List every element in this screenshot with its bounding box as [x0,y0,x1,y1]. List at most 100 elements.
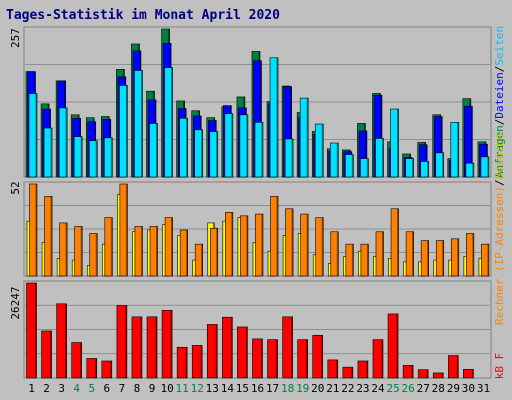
bar-seiten-day-4-fill [74,136,83,177]
bar-kbf-day-30 [463,369,474,379]
bar-seiten-day-6-fill [104,137,113,177]
bar-kbf-day-3-fill [56,303,67,378]
bar-seiten-day-20 [314,123,324,178]
bar-kbf-day-7-fill [116,305,127,378]
x-label-day-22: 22 [341,382,354,395]
bar-rechner-day-11 [179,229,188,277]
bar-kbf-day-5-outline [86,358,98,379]
bar-rechner-day-30-outline [466,233,475,277]
bar-kbf-day-25 [387,313,399,379]
bar-rechner-day-13-fill [210,228,218,276]
bar-rechner-day-16-outline [255,213,264,277]
bar-rechner-day-8-outline [134,226,143,277]
bar-rechner-day-24 [375,231,384,277]
bar-seiten-day-9 [149,123,158,178]
bar-rechner-day-30-shade [472,233,474,276]
bar-kbf-day-1 [26,282,37,379]
bar-seiten-day-30-outline [465,162,475,178]
bar-seiten-day-24-shade [381,138,384,177]
bar-rechner-day-3-outline [59,222,68,277]
bar-kbf-day-11-fill [177,347,188,378]
bar-kbf-day-17-outline [267,339,278,379]
y-axis-max-middle: 52 [9,181,22,194]
bar-kbf-day-5-fill [86,358,97,378]
bar-kbf-day-8-outline [131,316,143,379]
bar-seiten-day-5-shade [95,140,98,177]
chart-title: Tages-Statistik im Monat April 2020 [6,8,280,23]
bar-rechner-day-15 [240,215,249,277]
bar-rechner-day-31 [481,243,490,277]
side-legend-part: kB F [493,353,506,380]
bar-kbf-day-2-fill [41,330,52,378]
side-legend-part: / [493,66,506,73]
bar-kbf-day-11-shade [185,347,188,378]
bar-kbf-day-20 [312,334,324,379]
bar-rechner-day-28-fill [436,240,444,276]
bar-rechner-day-12-shade [201,244,203,276]
bar-rechner-day-31-fill [481,244,489,276]
bar-rechner-day-23-fill [360,244,369,276]
bar-kbf-day-18-fill [282,316,293,378]
bar-rechner-day-17-shade [276,196,279,276]
side-legend-part: Anfragen [493,125,506,178]
bar-kbf-day-3-shade [65,303,67,378]
bar-rechner-day-11-fill [180,230,188,276]
bar-seiten-day-29-fill [450,122,459,177]
bar-rechner-day-14-shade [231,212,233,276]
bar-rechner-day-14-fill [225,212,233,276]
bar-kbf-day-30-shade [471,369,474,378]
bar-rechner-day-19 [300,213,309,277]
bar-kbf-day-20-outline [312,334,324,379]
bar-kbf-day-8-shade [140,316,142,378]
bar-seiten-day-5-outline [88,140,98,178]
bar-kbf-day-14-shade [230,317,233,378]
bar-kbf-day-7-outline [116,305,128,379]
bar-rechner-day-8-shade [140,226,143,276]
bar-seiten-day-31 [480,156,490,178]
side-legend-part: Dateien [493,72,506,118]
bar-seiten-day-11-outline [179,117,188,178]
bar-rechner-day-27-fill [421,240,429,276]
x-label-day-4: 4 [73,382,80,395]
bar-kbf-day-10-outline [161,310,173,379]
bar-seiten-day-27-shade [427,161,429,177]
bar-kbf-day-22-shade [351,367,353,378]
bar-kbf-day-23-shade [366,360,368,378]
bar-kbf-day-26-shade [411,365,414,378]
bar-rechner-day-16-fill [255,214,263,276]
bar-kbf-day-1-fill [26,283,37,378]
bar-kbf-day-29-shade [456,355,459,378]
bar-dateien-day-28-fill [434,116,443,177]
bar-kbf-day-23-fill [357,360,368,378]
bar-rechner-day-5-fill [89,233,98,276]
bar-kbf-day-13-shade [215,324,218,378]
x-label-day-17: 17 [266,382,279,395]
bar-rechner-day-2 [44,196,53,277]
bar-seiten-day-17-fill [270,57,279,177]
bar-seiten-day-17-shade [276,57,279,177]
x-label-day-19: 19 [296,382,309,395]
bar-kbf-day-4 [71,342,82,379]
bar-seiten-day-28-shade [442,152,444,177]
bar-kbf-day-7-shade [125,305,127,378]
bar-kbf-day-10-shade [170,310,173,378]
bar-kbf-day-6-shade [110,360,112,378]
bar-seiten-day-2-outline [43,127,53,178]
bar-seiten-day-23-shade [366,158,369,177]
bar-rechner-day-10 [164,217,173,277]
bar-rechner-day-23 [360,243,369,277]
side-legend-part: / [493,179,506,186]
bar-rechner-day-21-shade [336,231,339,276]
bar-seiten-day-30-shade [472,163,474,177]
bar-dateien-day-16-fill [253,60,262,177]
bar-seiten-day-25-fill [390,109,399,177]
bar-rechner-day-27 [420,240,429,277]
bar-rechner-day-29-fill [451,238,459,276]
bar-seiten-day-3 [58,107,68,178]
side-legend-bottom: kB F [493,353,506,380]
bar-seiten-day-25-shade [397,109,399,177]
bar-rechner-day-15-outline [240,215,249,277]
bar-kbf-day-14-fill [222,317,233,378]
bar-rechner-day-20 [315,217,324,277]
bar-rechner-day-3-shade [65,222,68,276]
